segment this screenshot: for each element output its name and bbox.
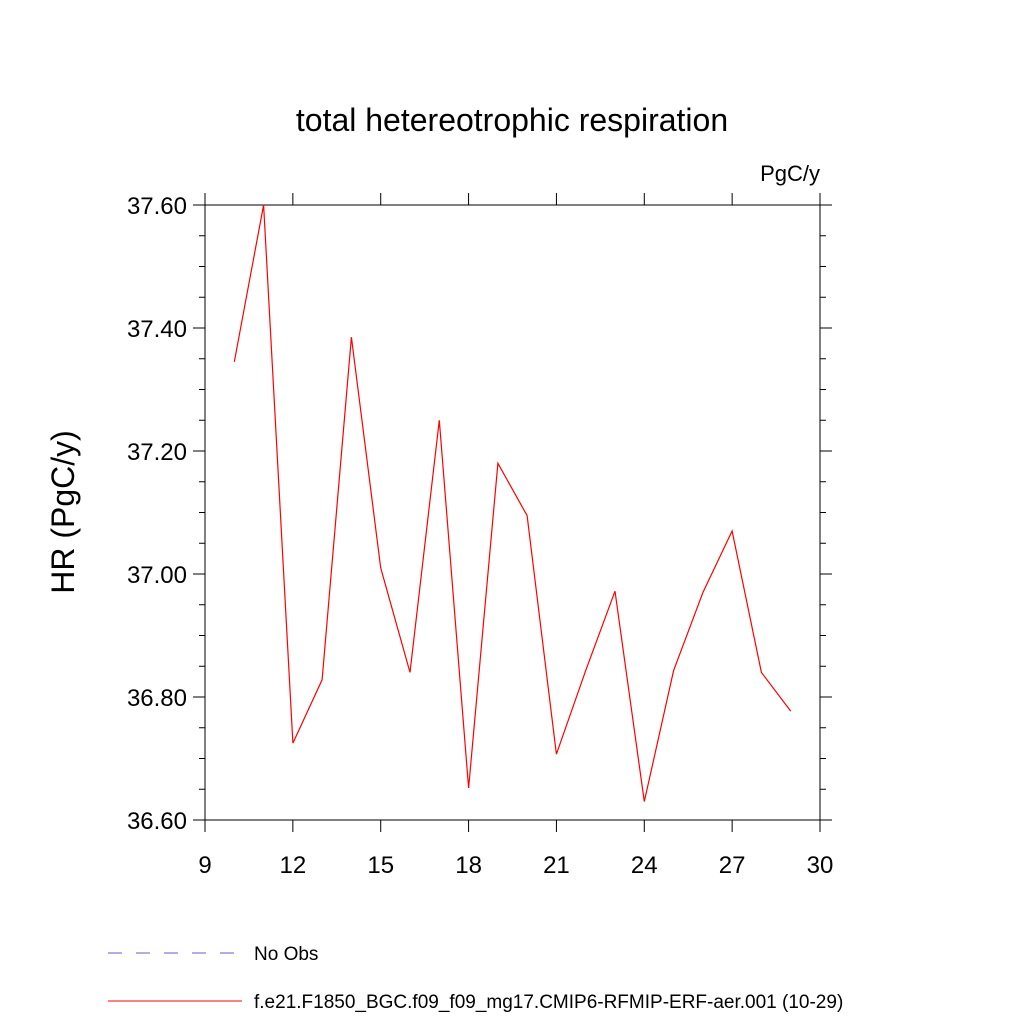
x-tick-label: 9 — [198, 852, 211, 879]
x-tick-label: 12 — [280, 852, 307, 879]
y-tick-label: 36.80 — [127, 685, 187, 712]
y-tick-label: 37.60 — [127, 193, 187, 220]
chart-title: total hetereotrophic respiration — [296, 102, 728, 138]
y-tick-label: 37.00 — [127, 562, 187, 589]
y-tick-label: 37.20 — [127, 439, 187, 466]
legend-label: No Obs — [254, 944, 318, 965]
legend: No Obs f.e21.F1850_BGC.f09_f09_mg17.CMIP6… — [108, 944, 843, 1013]
axes — [204, 204, 821, 821]
x-tick-label: 18 — [455, 852, 482, 879]
y-tick-label: 37.40 — [127, 316, 187, 343]
y-axis-label: HR (PgC/y) — [45, 430, 81, 594]
x-tick-label: 24 — [631, 852, 658, 879]
series-layer — [233, 204, 792, 802]
units-label: PgC/y — [760, 161, 820, 186]
ticks — [193, 193, 832, 832]
legend-label: f.e21.F1850_BGC.f09_f09_mg17.CMIP6-RFMIP… — [254, 992, 843, 1013]
y-tick-label: 36.60 — [127, 808, 187, 835]
plot-frame — [204, 204, 821, 821]
x-tick-label: 21 — [543, 852, 570, 879]
x-tick-label: 30 — [807, 852, 834, 879]
x-tick-label: 15 — [367, 852, 394, 879]
tick-labels: 9 12 15 18 21 24 27 30 36.60 36.80 37.00 37.20 37.40… — [127, 193, 833, 879]
series-line — [233, 204, 792, 802]
x-tick-label: 27 — [719, 852, 746, 879]
